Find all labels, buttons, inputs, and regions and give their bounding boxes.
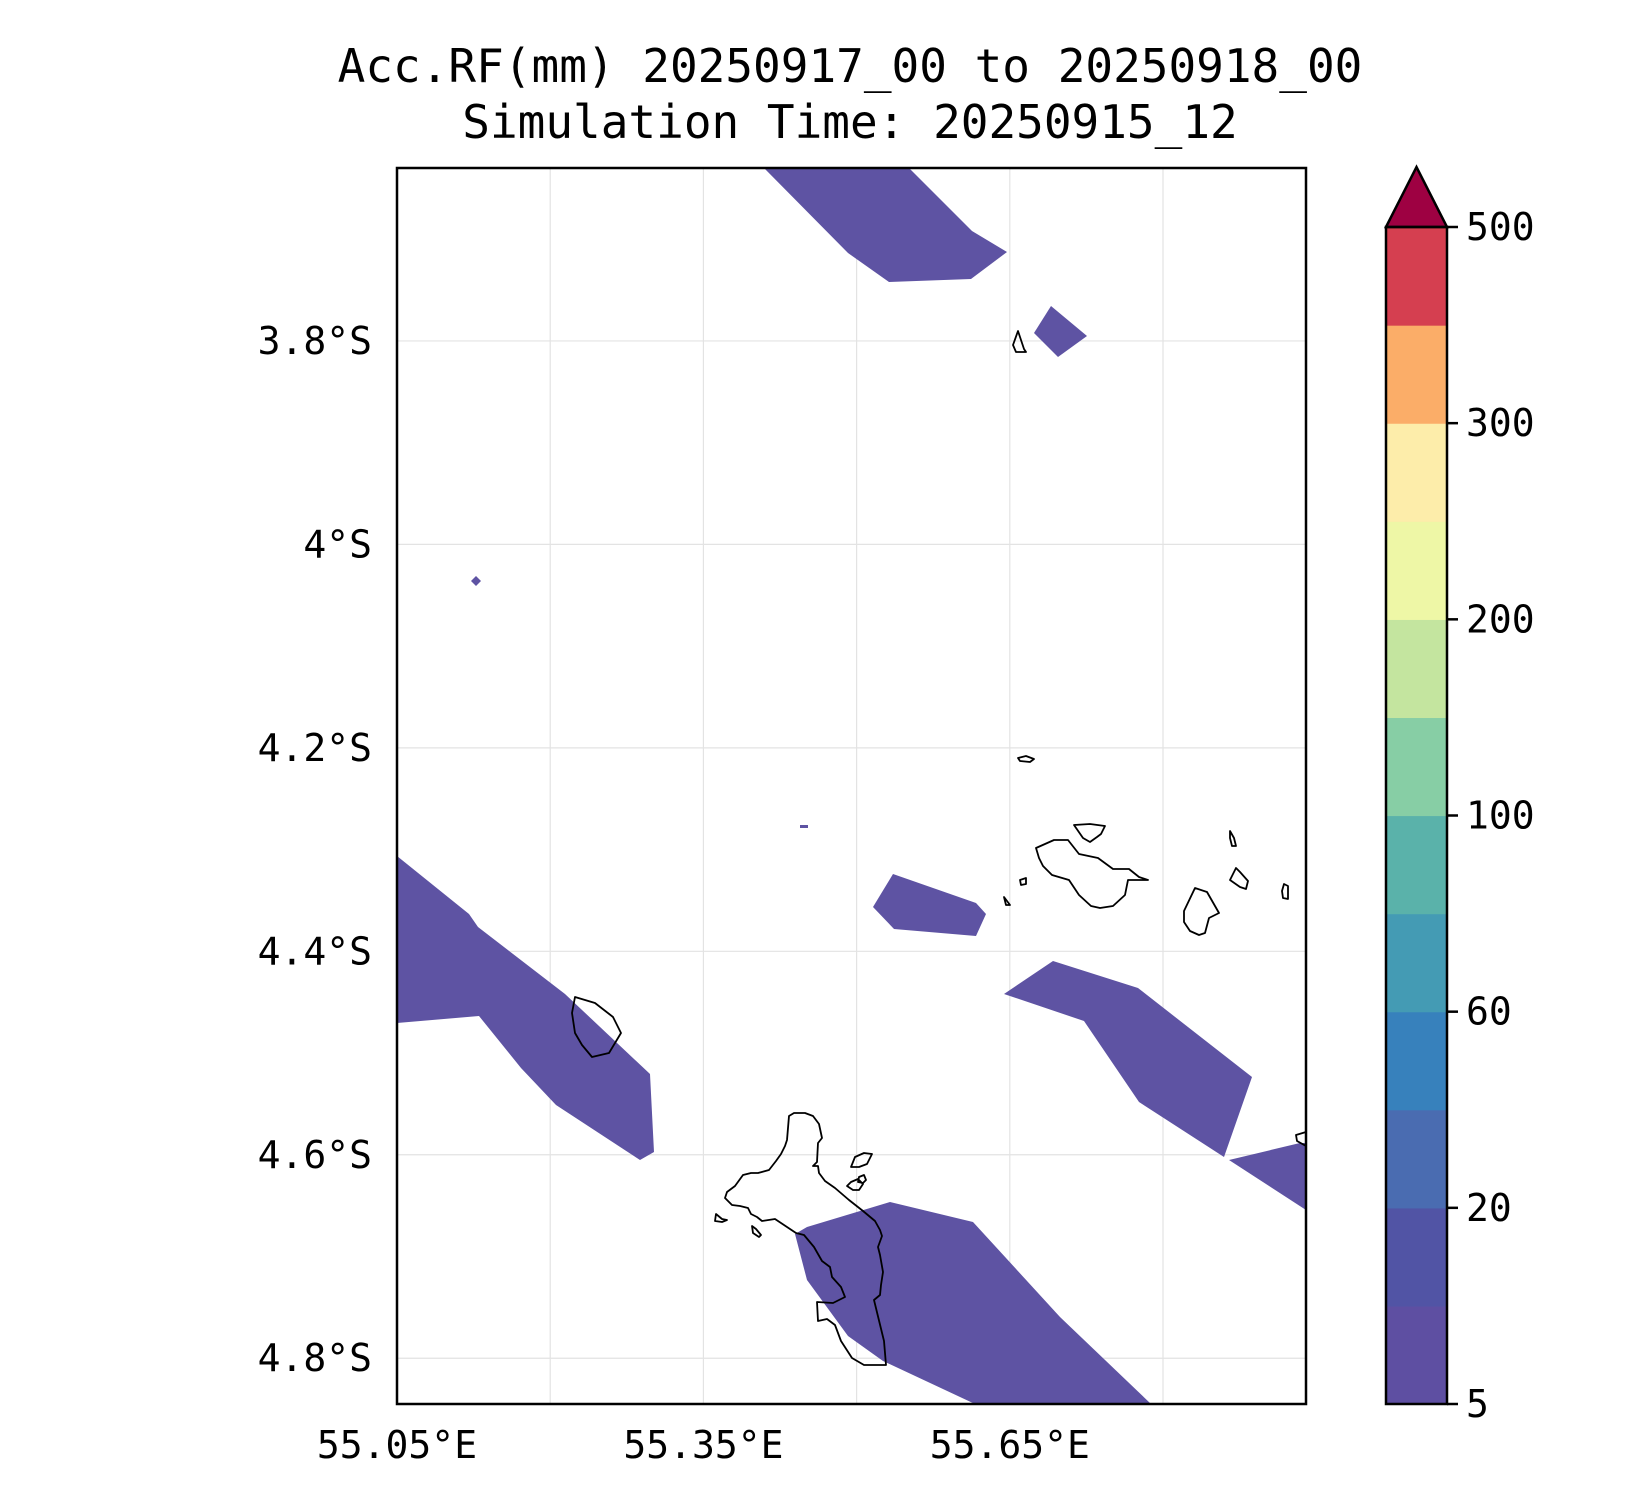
lat-tick-label: 4°S xyxy=(303,522,372,566)
island-outline xyxy=(850,1152,873,1168)
rain-area-south xyxy=(795,1202,1151,1404)
colorbar-tick-label: 200 xyxy=(1466,597,1535,641)
island-outline xyxy=(857,1174,867,1184)
colorbar-tick-label: 300 xyxy=(1466,401,1535,445)
island-outline xyxy=(1183,887,1220,936)
island-outline xyxy=(1017,755,1035,763)
island-outline xyxy=(1003,896,1011,906)
island-outline xyxy=(1035,839,1149,909)
rain-area-dot xyxy=(471,576,481,586)
rain-area-north-small xyxy=(1034,306,1087,357)
colorbar-tick-label: 5 xyxy=(1466,1382,1489,1426)
island-outline xyxy=(751,1225,762,1238)
latitude-tick-labels: 3.8°S 4°S 4.2°S 4.4°S 4.6°S 4.8°S xyxy=(258,319,372,1380)
island-outline xyxy=(1012,330,1027,353)
colorbar-extend-arrow xyxy=(1383,164,1450,229)
lat-tick-label: 4.2°S xyxy=(258,726,372,770)
island-outline xyxy=(1229,867,1249,890)
colorbar-tick-label: 60 xyxy=(1466,990,1512,1034)
rain-area-east xyxy=(1004,961,1252,1157)
rain-area-north xyxy=(764,168,1007,282)
colorbar-tick-label: 500 xyxy=(1466,205,1535,249)
lat-tick-label: 4.4°S xyxy=(258,929,372,973)
rain-area-west xyxy=(397,856,654,1160)
island-outline xyxy=(1229,830,1237,847)
colorbar-segment xyxy=(1386,1305,1447,1405)
colorbar-segment xyxy=(1386,423,1447,522)
colorbar-segment xyxy=(1386,325,1447,424)
colorbar-segment xyxy=(1386,227,1447,326)
island-outline xyxy=(1019,877,1027,886)
island-outline xyxy=(1073,823,1106,843)
rainfall-areas xyxy=(397,168,1306,1404)
lon-tick-label: 55.35°E xyxy=(623,1423,783,1467)
rain-area-speck xyxy=(800,825,808,828)
lat-tick-label: 4.8°S xyxy=(258,1336,372,1380)
colorbar-segment xyxy=(1386,1207,1447,1307)
lon-tick-label: 55.65°E xyxy=(930,1423,1090,1467)
colorbar-tick-label: 100 xyxy=(1466,794,1535,838)
colorbar-segment xyxy=(1386,521,1447,620)
lat-tick-label: 4.6°S xyxy=(258,1133,372,1177)
island-outline xyxy=(1281,883,1289,900)
colorbar-segment xyxy=(1386,913,1447,1013)
colorbar-segment xyxy=(1386,717,1447,817)
lon-tick-label: 55.05°E xyxy=(317,1423,477,1467)
colorbar: 5 20 60 100 200 300 500 xyxy=(1383,164,1535,1426)
rain-area-center xyxy=(873,874,986,936)
island-outline xyxy=(571,996,622,1058)
rain-area-southeast xyxy=(1229,1143,1306,1210)
colorbar-tick-label: 20 xyxy=(1466,1186,1512,1230)
longitude-tick-labels: 55.05°E 55.35°E 55.65°E xyxy=(317,1423,1090,1467)
map-title-line-2: Simulation Time: 20250915_12 xyxy=(462,95,1238,149)
island-outline xyxy=(724,1112,887,1366)
lat-tick-label: 3.8°S xyxy=(258,319,372,363)
map-title-line-1: Acc.RF(mm) 20250917_00 to 20250918_00 xyxy=(337,39,1363,93)
colorbar-segment xyxy=(1386,1011,1447,1111)
map-gridlines xyxy=(397,168,1306,1404)
island-outline xyxy=(714,1213,728,1223)
colorbar-segment xyxy=(1386,815,1447,915)
colorbar-segment xyxy=(1386,1109,1447,1209)
coastlines xyxy=(571,330,1307,1366)
island-outline xyxy=(846,1178,864,1191)
colorbar-segment xyxy=(1386,619,1447,719)
map-axes-frame xyxy=(395,166,1308,1406)
